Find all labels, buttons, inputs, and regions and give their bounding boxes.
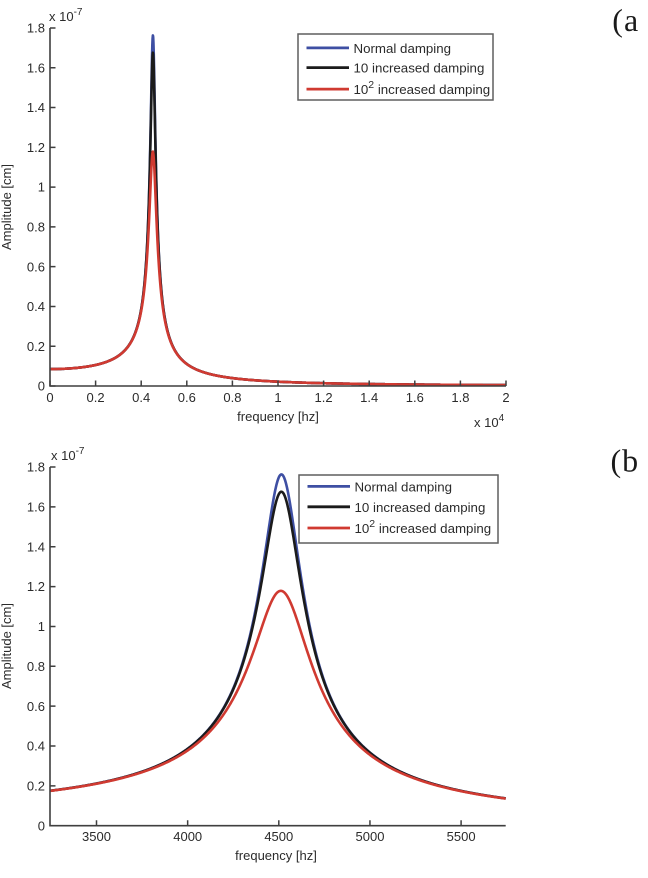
svg-text:Amplitude [cm]: Amplitude [cm]: [0, 603, 14, 689]
svg-text:1.8: 1.8: [451, 390, 469, 405]
svg-text:1.4: 1.4: [360, 390, 378, 405]
svg-text:0: 0: [46, 390, 53, 405]
svg-text:1.2: 1.2: [27, 579, 45, 594]
svg-text:5500: 5500: [447, 829, 476, 844]
svg-text:1.4: 1.4: [27, 539, 45, 554]
svg-text:4500: 4500: [264, 829, 293, 844]
svg-text:102 increased damping: 102 increased damping: [354, 79, 491, 97]
svg-text:0.8: 0.8: [27, 659, 45, 674]
svg-text:0.4: 0.4: [27, 299, 45, 314]
svg-text:0.8: 0.8: [27, 220, 45, 235]
svg-text:frequency [hz]: frequency [hz]: [237, 409, 319, 424]
svg-text:1: 1: [38, 180, 45, 195]
svg-text:x 104: x 104: [474, 413, 505, 430]
svg-text:4000: 4000: [173, 829, 202, 844]
svg-text:Amplitude [cm]: Amplitude [cm]: [0, 164, 14, 250]
svg-text:0: 0: [38, 818, 45, 833]
svg-text:10 increased damping: 10 increased damping: [354, 61, 485, 76]
svg-text:0.4: 0.4: [132, 390, 150, 405]
svg-text:1: 1: [274, 390, 281, 405]
svg-text:3500: 3500: [82, 829, 111, 844]
svg-text:frequency [hz]: frequency [hz]: [235, 848, 317, 863]
svg-text:(b: (b: [611, 443, 640, 479]
svg-text:0.2: 0.2: [27, 339, 45, 354]
svg-text:1.2: 1.2: [27, 140, 45, 155]
svg-text:1.6: 1.6: [406, 390, 424, 405]
svg-text:0.6: 0.6: [27, 699, 45, 714]
svg-text:1.8: 1.8: [27, 21, 45, 36]
svg-text:1.4: 1.4: [27, 100, 45, 115]
svg-text:(a: (a: [612, 2, 639, 38]
svg-text:1.2: 1.2: [315, 390, 333, 405]
svg-text:0.6: 0.6: [178, 390, 196, 405]
svg-text:1.6: 1.6: [27, 60, 45, 75]
svg-text:0: 0: [38, 379, 45, 394]
svg-text:1: 1: [38, 619, 45, 634]
svg-text:0.2: 0.2: [27, 779, 45, 794]
svg-text:0.4: 0.4: [27, 739, 45, 754]
svg-text:0.8: 0.8: [223, 390, 241, 405]
svg-text:Normal damping: Normal damping: [355, 479, 453, 494]
svg-text:102 increased damping: 102 increased damping: [355, 518, 492, 536]
svg-text:1.8: 1.8: [27, 460, 45, 475]
svg-text:1.6: 1.6: [27, 500, 45, 515]
svg-text:5000: 5000: [356, 829, 385, 844]
svg-text:Normal damping: Normal damping: [354, 41, 452, 56]
svg-text:0.2: 0.2: [87, 390, 105, 405]
svg-text:2: 2: [502, 390, 509, 405]
svg-text:10 increased damping: 10 increased damping: [355, 500, 486, 515]
svg-text:0.6: 0.6: [27, 259, 45, 274]
